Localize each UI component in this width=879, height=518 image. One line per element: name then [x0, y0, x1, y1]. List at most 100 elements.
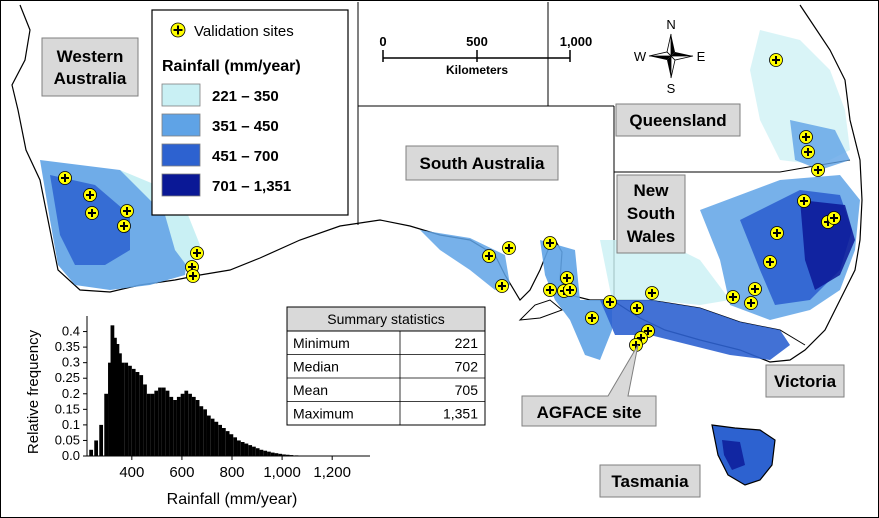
validation-site-marker: [726, 290, 740, 304]
validation-site-marker: [482, 249, 496, 263]
histogram-bar: [113, 337, 117, 456]
histogram-bar: [180, 393, 185, 456]
north-arrow-icon: N S E W: [634, 17, 706, 96]
histogram-bar: [259, 449, 264, 456]
scale-tick-500: 500: [466, 34, 488, 49]
validation-site-marker: [811, 163, 825, 177]
validation-site-marker: [770, 226, 784, 240]
label-tasmania: Tasmania: [599, 464, 701, 498]
legend-title: Rainfall (mm/year): [162, 58, 301, 75]
validation-site-marker: [502, 241, 516, 255]
y-tick-label: 0.1: [62, 417, 80, 432]
histogram-axes: 400 600 800 1,000 1,200 0.00.050.10.150.20.25…: [55, 316, 370, 481]
histogram-bar: [225, 431, 230, 456]
histogram-bar: [240, 442, 245, 456]
histogram-bar: [128, 365, 132, 456]
tasmania-island: [711, 424, 776, 486]
y-tick-label: 0.3: [62, 355, 80, 370]
y-tick-label: 0.4: [62, 324, 80, 339]
validation-site-marker: [827, 211, 841, 225]
histogram-bar: [233, 437, 238, 456]
legend-class-label-2: 451 – 700: [212, 148, 279, 165]
histogram-bar: [131, 368, 136, 456]
histogram-bar: [214, 421, 219, 456]
histogram-bar: [110, 325, 115, 456]
histogram-bar: [199, 406, 204, 456]
histogram-bar: [154, 390, 159, 456]
west-label: W: [634, 49, 647, 64]
tas-text: Tasmania: [611, 472, 689, 491]
legend-class-label-0: 221 – 350: [212, 88, 279, 105]
legend-site-cross: [173, 25, 183, 35]
histogram-bar: [203, 409, 207, 456]
validation-site-marker: [83, 188, 97, 202]
summary-stat-name: Median: [293, 359, 339, 375]
summary-rows: Minimum 221 Median 702 Mean 705 Maximum 1,351: [287, 330, 485, 425]
validation-sites: [58, 53, 841, 352]
legend-swatch-0: [161, 83, 201, 107]
histogram-bar: [135, 372, 140, 456]
label-queensland: Queensland: [615, 103, 741, 137]
legend-classes: 221 – 350 351 – 450 451 – 700 701 – 1,351: [161, 83, 291, 197]
legend-class-label-3: 701 – 1,351: [212, 178, 291, 195]
histogram-bar: [263, 450, 268, 456]
label-south-australia: South Australia: [405, 145, 559, 181]
histogram-bar: [218, 424, 222, 456]
summary-title: Summary statistics: [327, 311, 444, 327]
agface-callout: AGFACE site: [521, 344, 657, 427]
histogram-bar: [188, 393, 192, 456]
validation-site-marker: [748, 282, 762, 296]
histogram-bar: [210, 418, 215, 456]
sa-text: South Australia: [420, 154, 546, 173]
y-tick-label: 0.0: [62, 448, 80, 463]
histogram-bar: [108, 362, 112, 456]
validation-site-marker: [603, 295, 617, 309]
summary-statistics-table: Summary statistics Minimum 221 Median 702 Me…: [286, 306, 486, 426]
legend-class-label-1: 351 – 450: [212, 118, 279, 135]
summary-stat-value: 221: [455, 335, 479, 351]
summary-stat-value: 702: [455, 359, 479, 375]
x-tick-label: 1,000: [263, 464, 301, 481]
histogram-bar: [94, 440, 99, 456]
validation-site-marker: [585, 311, 599, 325]
summary-stat-value: 1,351: [443, 406, 478, 422]
legend-swatch-2: [161, 143, 201, 167]
validation-site-marker: [190, 246, 204, 260]
coastline: [11, 4, 863, 363]
histogram-bar: [165, 390, 170, 456]
scale-bar: 0 500 1,000 Kilometers: [379, 34, 592, 77]
histogram-bar: [169, 396, 174, 456]
histogram-bar: [206, 415, 211, 456]
histogram-bar: [143, 384, 147, 456]
validation-site-marker: [763, 255, 777, 269]
histogram-bar: [195, 400, 200, 456]
histogram-bar: [255, 448, 260, 456]
histogram-bar: [237, 440, 241, 456]
validation-site-marker: [630, 301, 644, 315]
histogram-y-label: Relative frequency: [25, 329, 42, 454]
histogram-bar: [282, 454, 286, 456]
y-tick-label: 0.05: [55, 432, 80, 447]
summary-stat-name: Maximum: [293, 406, 354, 422]
east-label: E: [697, 49, 706, 64]
histogram-bar: [244, 443, 249, 456]
histogram-bar: [248, 445, 253, 456]
scale-unit: Kilometers: [446, 63, 508, 77]
histogram-bar: [221, 428, 226, 456]
histogram-bar: [161, 387, 166, 456]
validation-site-marker: [543, 283, 557, 297]
scale-tick-0: 0: [379, 34, 386, 49]
histogram-bar: [158, 387, 162, 456]
x-tick-label: 600: [169, 464, 194, 481]
agface-callout-box: [521, 344, 657, 427]
histogram-bar: [89, 449, 94, 456]
histogram-bar: [115, 344, 120, 456]
validation-site-marker: [543, 236, 557, 250]
agface-text: AGFACE site: [537, 403, 642, 422]
label-western-australia: Western Australia: [41, 37, 139, 97]
validation-site-marker: [563, 283, 577, 297]
label-new-south-wales: New South Wales: [616, 174, 686, 254]
validation-site-marker: [495, 279, 509, 293]
histogram-x-label: Rainfall (mm/year): [167, 491, 298, 508]
validation-site-marker: [120, 204, 134, 218]
